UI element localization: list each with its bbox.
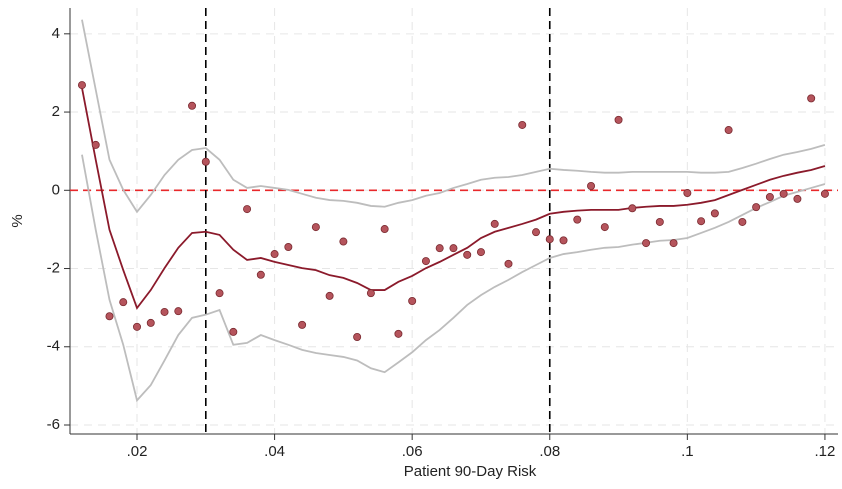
point: [532, 228, 541, 237]
x-axis-label: Patient 90-Day Risk: [404, 463, 537, 480]
point: [215, 289, 224, 298]
y-tick-label: -4: [47, 338, 60, 355]
point: [270, 250, 279, 259]
point: [119, 298, 128, 307]
point: [518, 120, 527, 129]
point: [573, 215, 582, 224]
x-tick-label: .04: [264, 443, 285, 460]
point: [394, 329, 403, 338]
point: [628, 204, 637, 213]
y-axis-label: %: [9, 214, 26, 227]
point: [77, 81, 86, 90]
point: [683, 189, 692, 198]
point: [655, 217, 664, 226]
point: [91, 140, 100, 149]
y-tick-label: 0: [52, 181, 60, 198]
point: [256, 270, 265, 279]
point: [353, 332, 362, 341]
point: [463, 250, 472, 259]
point: [587, 181, 596, 190]
line: [81, 87, 826, 310]
point: [298, 320, 307, 329]
y-tick-label: 2: [52, 103, 60, 120]
x-tick-label: .1: [681, 443, 694, 460]
point: [807, 94, 816, 103]
point: [724, 126, 733, 135]
point: [160, 307, 169, 316]
point: [559, 236, 568, 245]
point: [820, 189, 829, 198]
point: [201, 157, 210, 166]
point: [765, 192, 774, 201]
point: [421, 257, 430, 266]
point: [133, 322, 142, 331]
y-tick-label: 4: [52, 25, 60, 42]
x-tick-label: .12: [814, 443, 835, 460]
line: [81, 154, 826, 403]
point: [600, 223, 609, 232]
point: [738, 217, 747, 226]
point: [243, 205, 252, 214]
point: [642, 239, 651, 248]
point: [325, 291, 334, 300]
point: [174, 307, 183, 316]
point: [229, 327, 238, 336]
point: [476, 248, 485, 257]
point: [449, 244, 458, 253]
point: [366, 289, 375, 298]
point: [504, 259, 513, 268]
point: [380, 225, 389, 234]
y-tick-label: -6: [47, 416, 60, 433]
x-tick-label: .06: [402, 443, 423, 460]
point: [710, 209, 719, 218]
point: [284, 243, 293, 252]
y-tick-label: -2: [47, 259, 60, 276]
point: [697, 217, 706, 226]
point: [669, 239, 678, 248]
point: [614, 115, 623, 124]
point: [779, 189, 788, 198]
point: [408, 296, 417, 305]
x-tick-label: .08: [539, 443, 560, 460]
x-tick-label: .02: [127, 443, 148, 460]
point: [146, 318, 155, 327]
point: [752, 203, 761, 212]
line: [81, 19, 826, 214]
point: [188, 101, 197, 110]
point: [793, 194, 802, 203]
point: [105, 312, 114, 321]
point: [311, 223, 320, 232]
point: [339, 237, 348, 246]
point: [490, 219, 499, 228]
point: [545, 235, 554, 244]
point: [435, 244, 444, 253]
